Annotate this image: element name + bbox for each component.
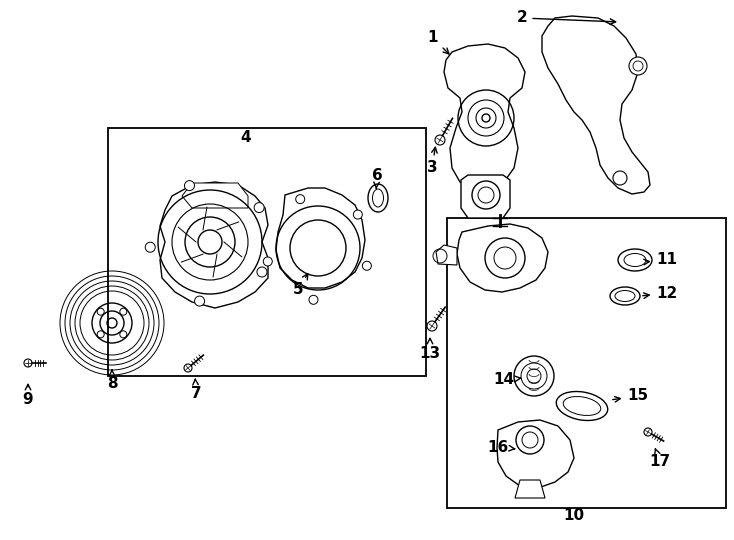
Text: 15: 15 xyxy=(613,388,649,403)
Text: 3: 3 xyxy=(426,147,437,176)
Circle shape xyxy=(195,296,205,306)
Polygon shape xyxy=(182,183,248,208)
Circle shape xyxy=(264,257,272,266)
Polygon shape xyxy=(461,175,510,218)
Circle shape xyxy=(644,428,652,436)
Text: 14: 14 xyxy=(493,373,520,388)
Text: 4: 4 xyxy=(241,130,251,145)
Circle shape xyxy=(254,202,264,213)
Polygon shape xyxy=(436,245,457,265)
Text: 11: 11 xyxy=(644,253,677,267)
Circle shape xyxy=(629,57,647,75)
Bar xyxy=(108,128,426,376)
Text: 6: 6 xyxy=(371,167,382,188)
Text: 12: 12 xyxy=(643,286,677,300)
Circle shape xyxy=(184,180,195,191)
Polygon shape xyxy=(515,480,545,498)
Circle shape xyxy=(613,171,627,185)
Text: 13: 13 xyxy=(419,339,440,361)
Circle shape xyxy=(363,261,371,271)
Ellipse shape xyxy=(618,249,652,271)
Circle shape xyxy=(309,295,318,305)
Text: 1: 1 xyxy=(428,30,449,54)
Text: 16: 16 xyxy=(487,440,515,455)
Polygon shape xyxy=(457,224,548,292)
Text: 10: 10 xyxy=(564,509,584,523)
Text: 8: 8 xyxy=(106,370,117,392)
Polygon shape xyxy=(444,44,525,190)
Text: 9: 9 xyxy=(23,384,33,408)
Polygon shape xyxy=(497,420,574,488)
Circle shape xyxy=(435,135,445,145)
Text: 7: 7 xyxy=(191,379,201,401)
Circle shape xyxy=(257,267,267,277)
Ellipse shape xyxy=(368,184,388,212)
Polygon shape xyxy=(276,188,365,288)
Text: 5: 5 xyxy=(293,274,308,298)
Circle shape xyxy=(145,242,155,252)
Ellipse shape xyxy=(556,392,608,421)
Ellipse shape xyxy=(610,287,640,305)
Circle shape xyxy=(184,364,192,372)
Text: 2: 2 xyxy=(517,10,616,25)
Circle shape xyxy=(24,359,32,367)
Circle shape xyxy=(296,194,305,204)
Circle shape xyxy=(353,210,363,219)
Polygon shape xyxy=(542,16,650,194)
Circle shape xyxy=(427,321,437,331)
Circle shape xyxy=(514,356,554,396)
Bar xyxy=(447,218,726,508)
Text: 17: 17 xyxy=(650,449,671,469)
Polygon shape xyxy=(160,182,268,308)
